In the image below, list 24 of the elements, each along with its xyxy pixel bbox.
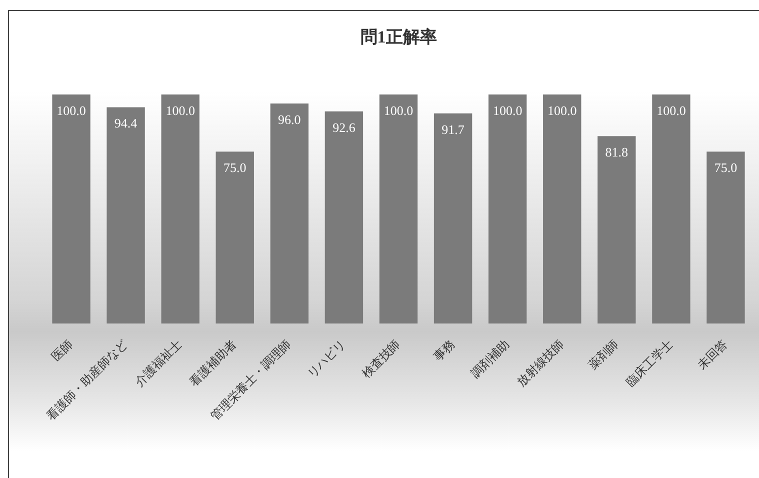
data-label: 91.7 bbox=[442, 122, 465, 137]
x-tick-label: 未回答 bbox=[694, 336, 730, 372]
data-label: 75.0 bbox=[224, 160, 246, 176]
x-tick-label: 薬剤師 bbox=[586, 336, 622, 372]
data-label: 100.0 bbox=[56, 102, 86, 118]
data-label: 94.4 bbox=[114, 116, 138, 131]
x-tick-label: 検査技師 bbox=[359, 336, 403, 381]
x-tick-label: 放射線技師 bbox=[514, 336, 566, 390]
x-tick-label: 事務 bbox=[430, 336, 458, 364]
x-tick-label: 介護福祉士 bbox=[132, 336, 185, 390]
data-label: 96.0 bbox=[278, 112, 301, 127]
x-tick-label: 調剤補助 bbox=[468, 336, 512, 381]
x-tick-label: 医師 bbox=[48, 336, 76, 364]
data-label: 100.0 bbox=[384, 102, 414, 118]
data-label: 100.0 bbox=[547, 102, 577, 118]
x-tick-label: リハビリ bbox=[304, 336, 348, 381]
data-label: 100.0 bbox=[656, 102, 686, 118]
data-label: 92.6 bbox=[332, 120, 356, 135]
data-label: 81.8 bbox=[605, 144, 628, 160]
chart-title: 問1正解率 bbox=[360, 28, 437, 47]
data-label: 75.0 bbox=[714, 160, 738, 176]
x-tick-label: 臨床工学士 bbox=[623, 336, 676, 390]
data-label: 100.0 bbox=[492, 102, 522, 118]
data-label: 100.0 bbox=[166, 102, 195, 118]
